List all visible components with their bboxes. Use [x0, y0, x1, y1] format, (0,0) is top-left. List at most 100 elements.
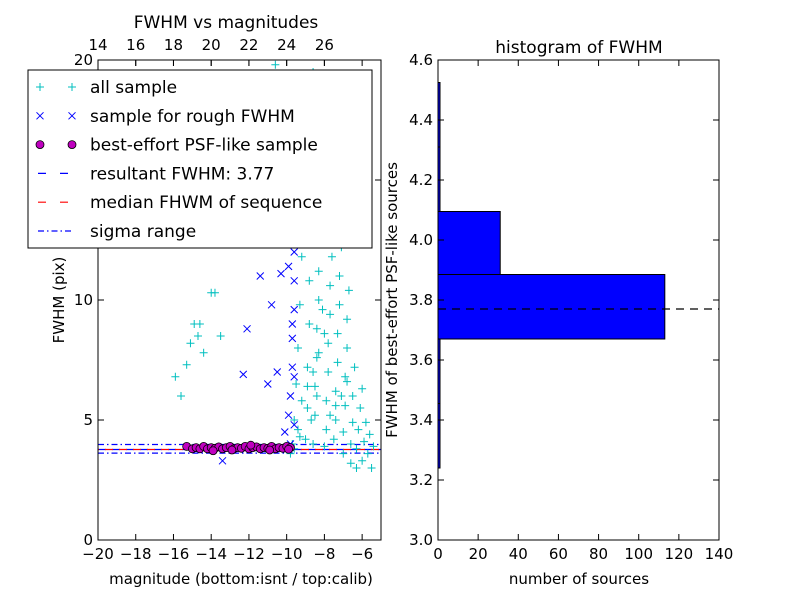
scatter-top-tick-label: 20 — [202, 36, 221, 54]
scatter-point-all-sample — [356, 404, 365, 412]
scatter-top-tick-label: 26 — [315, 36, 334, 54]
scatter-point-all-sample — [352, 464, 361, 472]
scatter-point-all-sample — [343, 344, 352, 352]
scatter-panel: FWHM vs magnitudes −20 −18 −16 −14 −12 −10 −8−… — [27, 13, 382, 588]
scatter-point-all-sample — [326, 411, 335, 420]
scatter-point-all-sample — [307, 416, 316, 424]
scatter-point-all-sample — [339, 449, 348, 458]
scatter-point-all-sample — [320, 442, 329, 451]
histogram-x-tick-label: 120 — [665, 545, 694, 563]
scatter-x-tick-label: −20 — [82, 545, 114, 563]
scatter-point-rough-sample — [290, 372, 299, 381]
scatter-point-all-sample — [309, 368, 318, 376]
scatter-top-tick-label: 24 — [277, 36, 296, 54]
scatter-point-all-sample — [322, 396, 331, 405]
scatter-point-all-sample — [312, 392, 321, 400]
scatter-point-all-sample — [339, 428, 348, 436]
scatter-point-all-sample — [314, 348, 323, 357]
scatter-point-rough-sample — [243, 324, 251, 333]
histogram-x-tick-label: 60 — [549, 545, 568, 563]
scatter-point-all-sample — [352, 444, 361, 453]
scatter-point-all-sample — [348, 418, 357, 427]
scatter-y-tick-label: 20 — [74, 51, 93, 69]
scatter-point-all-sample — [199, 348, 208, 357]
scatter-point-all-sample — [320, 329, 329, 338]
histogram-x-tick-label: 40 — [509, 545, 528, 563]
scatter-point-all-sample — [354, 425, 363, 434]
scatter-point-all-sample — [216, 332, 225, 340]
scatter-point-all-sample — [324, 339, 333, 348]
scatter-point-all-sample — [346, 440, 355, 448]
scatter-point-rough-sample — [239, 370, 248, 379]
scatter-point-all-sample — [314, 296, 323, 304]
scatter-point-psf-sample — [265, 445, 275, 455]
scatter-point-rough-sample — [267, 300, 276, 309]
scatter-top-tick-label: 16 — [126, 36, 145, 54]
scatter-point-all-sample — [331, 401, 340, 410]
histogram-bar — [437, 211, 501, 275]
scatter-y-tick-label: 5 — [83, 411, 93, 429]
scatter-point-rough-sample — [288, 334, 297, 343]
scatter-point-all-sample — [346, 459, 355, 468]
histogram-y-tick-label: 3.0 — [409, 531, 433, 549]
scatter-point-all-sample — [335, 300, 344, 309]
legend-marker-plus — [36, 83, 44, 91]
scatter-point-all-sample — [358, 384, 367, 393]
scatter-point-all-sample — [303, 404, 312, 412]
histogram-bar — [437, 274, 666, 340]
scatter-legend: all sample sample for rough FWHM best-effo… — [27, 69, 373, 249]
scatter-point-rough-sample — [218, 456, 227, 465]
scatter-point-all-sample — [293, 425, 302, 434]
histogram-title: histogram of FWHM — [495, 38, 662, 58]
scatter-point-all-sample — [318, 305, 327, 314]
scatter-point-all-sample — [360, 437, 369, 446]
scatter-point-all-sample — [314, 267, 323, 276]
scatter-x-tick-label: −8 — [313, 545, 335, 563]
scatter-point-all-sample — [310, 411, 319, 420]
histogram-x-tick-label: 0 — [433, 545, 443, 563]
legend-box — [27, 69, 373, 249]
scatter-point-all-sample — [331, 416, 340, 424]
histogram-plot-area — [437, 82, 719, 469]
histogram-x-tick-label: 80 — [589, 545, 608, 563]
legend-marker-x — [68, 111, 76, 120]
scatter-point-all-sample — [335, 272, 344, 280]
legend-label: best-effort PSF-like sample — [90, 136, 318, 156]
histogram-y-tick-label: 4.4 — [409, 111, 433, 129]
scatter-point-all-sample — [341, 372, 350, 381]
legend-label: resultant FWHM: 3.77 — [90, 164, 274, 184]
histogram-x-tick-label: 100 — [624, 545, 653, 563]
legend-label: sample for rough FWHM — [90, 107, 295, 127]
histogram-x-tick-label: 20 — [469, 545, 488, 563]
scatter-point-all-sample — [193, 332, 202, 340]
scatter-x-tick-label: −10 — [271, 545, 303, 563]
scatter-point-all-sample — [186, 339, 195, 348]
scatter-point-all-sample — [327, 252, 336, 261]
scatter-point-all-sample — [177, 392, 186, 400]
scatter-point-rough-sample — [284, 262, 293, 271]
scatter-point-rough-sample — [290, 276, 299, 285]
scatter-x-tick-label: −6 — [351, 545, 373, 563]
scatter-point-all-sample — [333, 358, 342, 367]
scatter-point-all-sample — [292, 380, 301, 388]
scatter-point-all-sample — [301, 435, 310, 444]
scatter-point-all-sample — [303, 363, 312, 372]
scatter-point-all-sample — [333, 329, 342, 338]
histogram-y-tick-label: 3.4 — [409, 411, 433, 429]
scatter-x-tick-label: −14 — [195, 545, 227, 563]
legend-label: all sample — [90, 78, 177, 98]
scatter-point-all-sample — [290, 416, 299, 424]
scatter-point-rough-sample — [263, 380, 272, 388]
scatter-x-tick-label: −16 — [158, 545, 190, 563]
scatter-point-rough-sample — [273, 368, 282, 376]
scatter-point-all-sample — [369, 442, 378, 451]
histogram-x-ticks: 0 20 40 60 80 100 120 140 — [433, 60, 733, 563]
legend-marker-circle — [67, 140, 77, 150]
scatter-point-all-sample — [312, 324, 321, 333]
scatter-top-tick-label: 14 — [88, 36, 107, 54]
scatter-point-all-sample — [337, 392, 346, 400]
histogram-x-axis-label: number of sources — [509, 570, 649, 588]
scatter-point-all-sample — [182, 360, 191, 369]
scatter-point-all-sample — [309, 440, 318, 448]
